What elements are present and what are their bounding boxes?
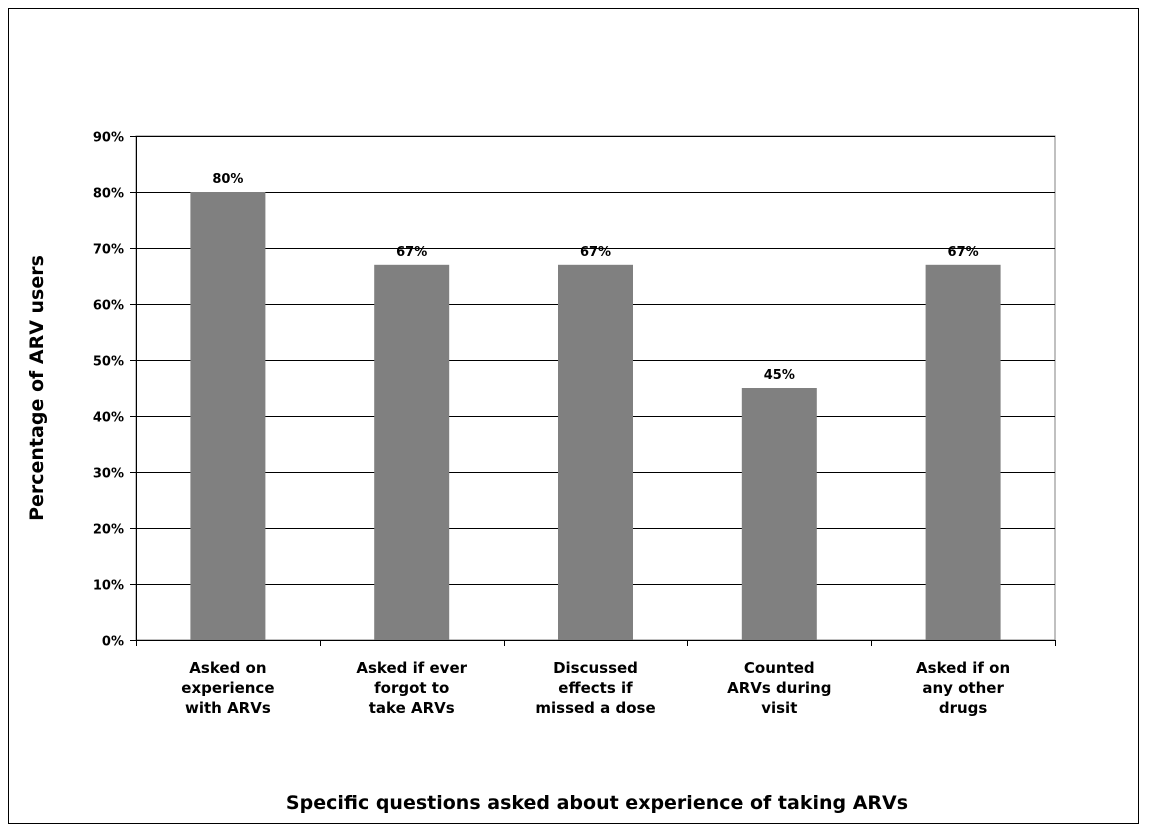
category-label: Asked on experience with ARVs <box>181 659 274 717</box>
category-label-line: visit <box>761 699 797 717</box>
category-label-line: missed a dose <box>535 699 655 717</box>
y-tick-label: 30% <box>93 467 124 482</box>
category-label: Counted ARVs during visit <box>727 659 831 717</box>
category-labels: Asked on experience with ARVs Asked if ever… <box>181 659 1010 717</box>
bar <box>374 264 450 640</box>
category-label-line: Asked if ever <box>356 659 467 677</box>
data-labels: 80% 67% 67% 45% 67% <box>212 172 978 383</box>
category-label-line: effects if <box>558 679 633 697</box>
category-label-line: with ARVs <box>185 699 271 717</box>
category-label-line: Asked on <box>189 659 266 677</box>
category-label-line: drugs <box>939 699 988 717</box>
category-label: Asked if on any other drugs <box>916 659 1010 717</box>
category-label-line: Asked if on <box>916 659 1010 677</box>
data-label: 80% <box>212 172 243 187</box>
category-label: Discussed effects if missed a dose <box>535 659 655 717</box>
y-tick-label: 0% <box>102 635 124 650</box>
bar <box>741 388 817 640</box>
x-tick-marks <box>136 640 1056 646</box>
bars <box>190 192 1001 640</box>
x-axis-title: Specific questions asked about experienc… <box>286 792 908 814</box>
bar <box>558 264 633 640</box>
y-tick-label: 10% <box>93 579 124 594</box>
category-label-line: Counted <box>744 659 815 677</box>
category-label: Asked if ever forgot to take ARVs <box>356 659 467 717</box>
data-label: 45% <box>764 368 795 383</box>
bar <box>190 192 266 640</box>
y-axis-title: Percentage of ARV users <box>26 255 48 521</box>
data-label: 67% <box>580 245 611 260</box>
y-tick-label: 50% <box>93 355 124 370</box>
axes <box>136 136 1055 641</box>
y-tick-label: 90% <box>93 131 124 146</box>
y-tick-label: 20% <box>93 523 124 538</box>
category-label-line: Discussed <box>553 659 638 677</box>
y-tick-label: 40% <box>93 411 124 426</box>
category-label-line: take ARVs <box>369 699 455 717</box>
data-label: 67% <box>948 245 979 260</box>
bar <box>925 264 1001 640</box>
category-label-line: ARVs during <box>727 679 831 697</box>
y-tick-label: 60% <box>93 299 124 314</box>
data-label: 67% <box>396 245 427 260</box>
category-label-line: forgot to <box>374 679 449 697</box>
y-tick-label: 70% <box>93 243 124 258</box>
category-label-line: any other <box>922 679 1004 697</box>
category-label-line: experience <box>181 679 274 697</box>
y-tick-label: 80% <box>93 187 124 202</box>
y-tick-labels: 0% 10% 20% 30% 40% 50% 60% 70% 80% 90% <box>93 131 124 650</box>
